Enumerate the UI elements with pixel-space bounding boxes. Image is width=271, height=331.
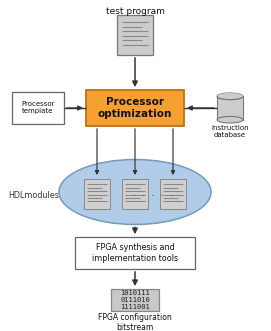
Ellipse shape	[59, 160, 211, 224]
FancyBboxPatch shape	[75, 237, 195, 269]
Text: Processor
template: Processor template	[21, 102, 55, 115]
Text: 1010111
0111010
1111001: 1010111 0111010 1111001	[120, 290, 150, 310]
Text: . . . . .: . . . . .	[132, 190, 174, 199]
Text: FPGA configuration
bitstream: FPGA configuration bitstream	[98, 313, 172, 331]
Ellipse shape	[217, 93, 243, 100]
Text: Processor
optimization: Processor optimization	[98, 97, 172, 119]
FancyBboxPatch shape	[111, 289, 159, 311]
Text: HDLmodules: HDLmodules	[8, 192, 59, 201]
Ellipse shape	[217, 93, 243, 100]
Polygon shape	[217, 96, 243, 120]
FancyBboxPatch shape	[122, 179, 148, 209]
Text: test program: test program	[106, 7, 164, 16]
Ellipse shape	[217, 117, 243, 123]
FancyBboxPatch shape	[160, 179, 186, 209]
FancyBboxPatch shape	[12, 92, 64, 124]
FancyBboxPatch shape	[84, 179, 110, 209]
FancyBboxPatch shape	[86, 90, 184, 126]
FancyBboxPatch shape	[117, 15, 153, 55]
Text: Instruction
database: Instruction database	[211, 125, 249, 138]
Text: FPGA synthesis and
implementation tools: FPGA synthesis and implementation tools	[92, 243, 178, 263]
